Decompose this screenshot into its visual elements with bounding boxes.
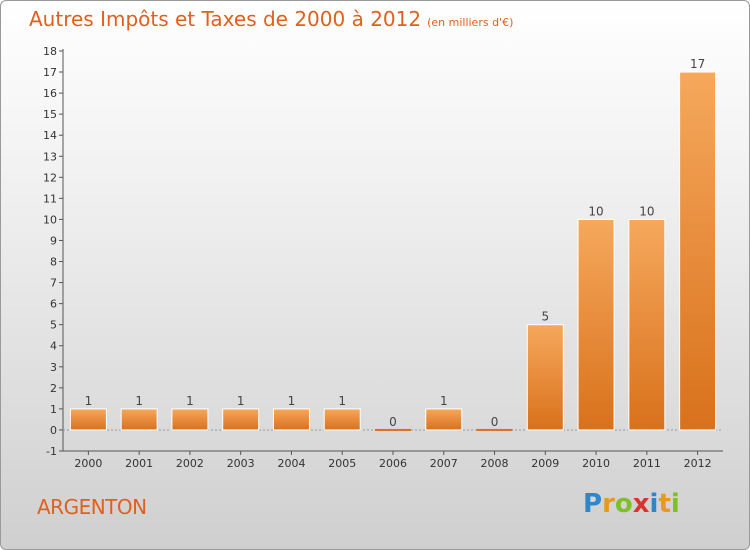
bar bbox=[577, 218, 615, 431]
y-tick-label: 4 bbox=[50, 340, 57, 353]
data-label: 10 bbox=[588, 204, 603, 218]
bar bbox=[476, 428, 513, 431]
bar bbox=[222, 408, 260, 431]
chart-subtitle: (en milliers d'€) bbox=[427, 16, 514, 29]
x-tick-label: 2004 bbox=[277, 457, 305, 470]
y-tick-label: 3 bbox=[50, 361, 57, 374]
chart-title-text: Autres Impôts et Taxes de 2000 à 2012 bbox=[29, 7, 422, 31]
y-tick-label: 9 bbox=[50, 234, 57, 247]
data-label: 1 bbox=[288, 394, 296, 408]
x-tick-label: 2000 bbox=[74, 457, 102, 470]
x-tick-label: 2011 bbox=[633, 457, 661, 470]
data-label: 1 bbox=[85, 394, 93, 408]
x-tick-label: 2003 bbox=[227, 457, 255, 470]
y-tick-label: 7 bbox=[50, 277, 57, 290]
y-tick-label: 5 bbox=[50, 319, 57, 332]
y-tick-label: 6 bbox=[50, 298, 57, 311]
y-tick-label: 17 bbox=[43, 66, 57, 79]
bar bbox=[120, 408, 158, 431]
x-tick-label: 2005 bbox=[328, 457, 356, 470]
bar bbox=[69, 408, 107, 431]
logo-letter: i bbox=[670, 489, 680, 519]
y-tick-label: 12 bbox=[43, 171, 57, 184]
data-label: 1 bbox=[338, 394, 346, 408]
chart-title: Autres Impôts et Taxes de 2000 à 2012 (en… bbox=[29, 7, 513, 31]
data-label: 5 bbox=[541, 310, 549, 324]
y-tick-label: 18 bbox=[43, 45, 57, 58]
logo-letter: o bbox=[614, 489, 633, 519]
x-tick-label: 2007 bbox=[430, 457, 458, 470]
data-label: 1 bbox=[135, 394, 143, 408]
bar bbox=[526, 324, 564, 431]
y-tick-label: 0 bbox=[50, 424, 57, 437]
data-label: 10 bbox=[639, 204, 654, 218]
x-tick-label: 2001 bbox=[125, 457, 153, 470]
x-tick-label: 2006 bbox=[379, 457, 407, 470]
x-tick-label: 2002 bbox=[176, 457, 204, 470]
logo-letter: P bbox=[583, 489, 603, 519]
y-tick-label: 13 bbox=[43, 150, 57, 163]
data-label: 0 bbox=[389, 415, 397, 429]
place-name: ARGENTON bbox=[37, 495, 147, 519]
bar bbox=[628, 218, 666, 431]
data-label: 1 bbox=[440, 394, 448, 408]
y-tick-label: 10 bbox=[43, 213, 57, 226]
y-tick-label: 15 bbox=[43, 108, 57, 121]
y-tick-label: 2 bbox=[50, 382, 57, 395]
y-tick-label: -1 bbox=[46, 445, 57, 458]
y-tick-label: 11 bbox=[43, 192, 57, 205]
x-tick-label: 2010 bbox=[582, 457, 610, 470]
bar bbox=[679, 71, 717, 431]
bar bbox=[323, 408, 361, 431]
y-tick-label: 8 bbox=[50, 256, 57, 269]
y-tick-label: 16 bbox=[43, 87, 57, 100]
data-label: 0 bbox=[491, 415, 499, 429]
logo-letter: t bbox=[658, 489, 671, 519]
bar bbox=[272, 408, 310, 431]
x-tick-label: 2008 bbox=[481, 457, 509, 470]
x-tick-label: 2012 bbox=[684, 457, 712, 470]
data-label: 1 bbox=[186, 394, 194, 408]
bar bbox=[171, 408, 209, 431]
data-label: 17 bbox=[690, 57, 705, 71]
logo-letter: r bbox=[602, 489, 615, 519]
bar bbox=[425, 408, 463, 431]
data-label: 1 bbox=[237, 394, 245, 408]
x-tick-label: 2009 bbox=[531, 457, 559, 470]
logo-letter: x bbox=[632, 489, 650, 519]
logo-letter: i bbox=[649, 489, 659, 519]
bar bbox=[375, 428, 411, 431]
proxiti-logo: Proxiti bbox=[583, 489, 680, 519]
y-tick-label: 14 bbox=[43, 129, 57, 142]
chart-bars bbox=[69, 71, 717, 431]
y-tick-label: 1 bbox=[50, 403, 57, 416]
